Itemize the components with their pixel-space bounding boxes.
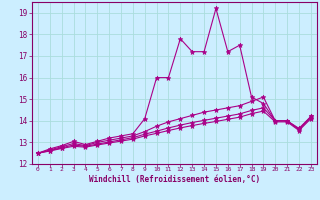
- X-axis label: Windchill (Refroidissement éolien,°C): Windchill (Refroidissement éolien,°C): [89, 175, 260, 184]
